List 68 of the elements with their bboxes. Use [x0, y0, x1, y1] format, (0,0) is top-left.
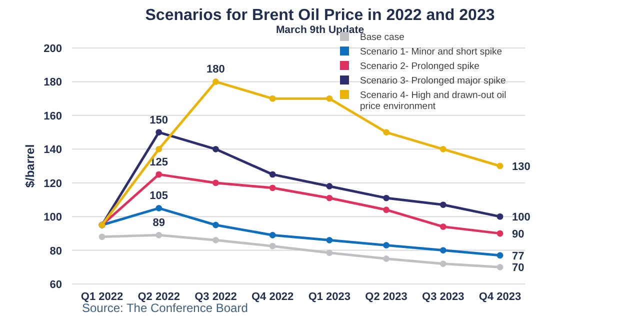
y-tick-label: 100: [44, 212, 62, 224]
point: [212, 222, 219, 228]
x-tick-label: Q1 2022: [80, 291, 124, 303]
y-tick-label: 60: [50, 279, 62, 291]
legend-label: Scenario 2- Prolonged spike: [360, 61, 480, 72]
point: [440, 260, 446, 267]
legend-label: Scenario 3- Prolonged major spike: [360, 76, 506, 86]
y-tick-label: 140: [44, 144, 62, 156]
data-label: 77: [512, 250, 524, 262]
point: [156, 204, 162, 212]
point: [496, 213, 504, 220]
y-tick-label: 80: [50, 245, 62, 258]
point: [212, 180, 219, 186]
point: [383, 242, 390, 248]
data-label: 100: [512, 212, 530, 224]
point: [440, 202, 446, 208]
y-tick-label: 200: [44, 43, 62, 55]
x-tick-label: Q3 2022: [194, 291, 237, 303]
x-tick-label: Q4 2022: [251, 291, 294, 303]
point: [269, 171, 276, 178]
legend-label: Scenario 1- Minor and short spike: [360, 46, 502, 58]
point: [496, 230, 504, 237]
point: [496, 162, 504, 170]
point: [156, 171, 162, 178]
x-tick-label: Q4 2023: [478, 291, 522, 303]
point: [269, 242, 276, 250]
data-label: 150: [150, 114, 168, 126]
point: [326, 183, 333, 190]
data-label: 70: [512, 262, 524, 274]
y-tick-label: 180: [44, 76, 62, 89]
point: [383, 194, 390, 202]
x-tick-label: Q2 2023: [365, 291, 408, 303]
point: [98, 234, 106, 240]
y-tick-label: 120: [44, 178, 62, 190]
data-label: 89: [152, 217, 165, 230]
point: [440, 247, 446, 254]
y-axis-title: $/barrel: [23, 144, 37, 188]
x-tick-label: Q2 2022: [138, 291, 180, 303]
point: [269, 95, 276, 102]
legend-label: Scenario 4- High and drawn-out oil price environment: [360, 90, 506, 112]
data-label: 130: [512, 161, 530, 173]
point: [269, 184, 276, 192]
point: [440, 146, 446, 152]
point: [156, 146, 162, 152]
point: [156, 129, 162, 136]
point: [383, 129, 390, 136]
point: [156, 232, 162, 238]
point: [212, 78, 219, 85]
point: [326, 250, 333, 256]
point: [383, 206, 390, 214]
point: [212, 146, 219, 152]
data-label: 105: [150, 190, 168, 202]
chart-title: Scenarios for Brent Oil Price in 2022 and 2023: [145, 7, 495, 24]
y-tick-label: 160: [44, 110, 62, 122]
point: [496, 252, 504, 259]
x-tick-label: Q3 2023: [422, 291, 464, 303]
point: [326, 194, 333, 202]
point: [326, 236, 333, 244]
point: [326, 95, 333, 102]
data-label: 180: [206, 64, 225, 76]
point: [212, 236, 219, 244]
x-tick-label: Q1 2023: [308, 291, 351, 303]
source-note: Source: The Conference Board: [82, 301, 248, 315]
point: [496, 264, 504, 270]
point: [269, 232, 276, 238]
point: [383, 256, 390, 262]
data-label: 90: [512, 228, 524, 240]
point: [440, 223, 446, 230]
